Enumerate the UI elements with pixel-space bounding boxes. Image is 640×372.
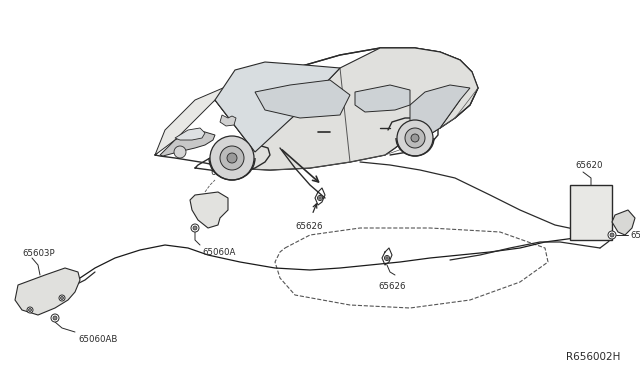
Circle shape [610,233,614,237]
Circle shape [397,120,433,156]
Circle shape [227,153,237,163]
Circle shape [174,146,186,158]
Circle shape [191,224,199,232]
Circle shape [385,256,390,260]
Circle shape [29,308,31,311]
Text: 65620: 65620 [575,161,602,170]
Text: 65601: 65601 [210,168,237,177]
Text: 65626: 65626 [295,222,323,231]
Polygon shape [160,130,215,156]
Polygon shape [220,115,236,126]
Polygon shape [255,80,350,118]
Polygon shape [215,62,340,152]
Circle shape [608,231,616,239]
Circle shape [411,134,419,142]
Text: 65626: 65626 [378,282,406,291]
Polygon shape [612,210,635,235]
Circle shape [59,295,65,301]
Circle shape [317,196,323,201]
Polygon shape [15,268,80,315]
Polygon shape [190,192,228,228]
Polygon shape [230,48,478,170]
Bar [570,185,612,240]
Polygon shape [355,85,410,112]
Circle shape [210,136,254,180]
Circle shape [319,197,321,199]
Polygon shape [175,128,205,140]
Circle shape [53,316,57,320]
Circle shape [51,314,59,322]
Circle shape [405,128,425,148]
Text: R656002H: R656002H [566,352,620,362]
Circle shape [220,146,244,170]
Circle shape [61,296,63,299]
Circle shape [193,226,197,230]
Polygon shape [155,80,295,155]
Text: 65603P: 65603P [22,249,54,258]
Polygon shape [410,85,470,147]
Text: 65060AB: 65060AB [78,335,117,344]
Circle shape [27,307,33,313]
Text: 65060AA: 65060AA [630,231,640,240]
Text: 65060A: 65060A [202,248,236,257]
Circle shape [386,257,388,259]
